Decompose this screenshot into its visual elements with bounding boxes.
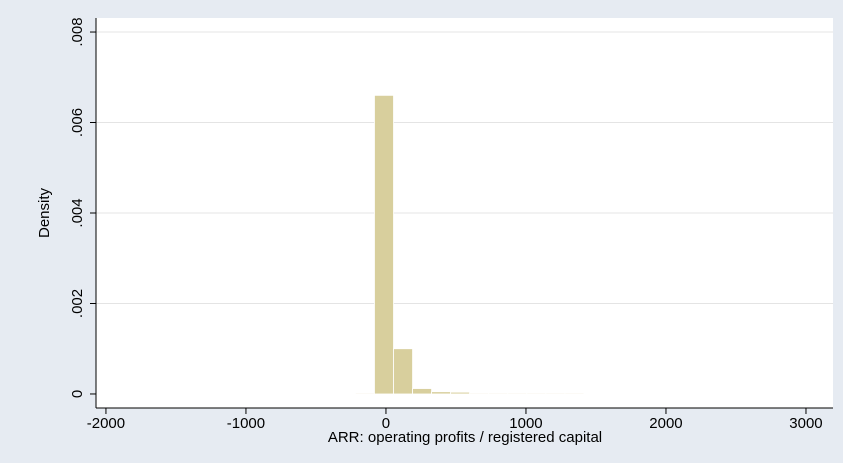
x-axis-label: ARR: operating profits / registered capi…: [328, 429, 602, 446]
bar: [431, 391, 452, 395]
x-tick-label: -2000: [87, 415, 125, 432]
bar: [564, 392, 585, 395]
bar: [526, 392, 547, 395]
y-tick-label: .004: [69, 198, 86, 227]
bar: [488, 392, 509, 395]
y-tick-label: .006: [69, 108, 86, 137]
bar: [393, 348, 413, 395]
y-tick-label: .002: [69, 289, 86, 318]
bar: [507, 392, 528, 395]
bar: [374, 94, 394, 395]
bar: [412, 388, 432, 395]
bar: [545, 392, 566, 395]
bar: [450, 391, 471, 395]
bar: [355, 392, 375, 395]
y-tick-label: .008: [69, 17, 86, 46]
x-tick-label: 2000: [649, 415, 682, 432]
y-axis-label: Density: [36, 187, 53, 238]
y-tick-label: 0: [69, 390, 86, 398]
x-tick-label: -1000: [227, 415, 265, 432]
x-tick-label: 0: [382, 415, 390, 432]
x-tick-label: 1000: [509, 415, 542, 432]
bar: [469, 392, 490, 395]
x-tick-label: 3000: [789, 415, 822, 432]
